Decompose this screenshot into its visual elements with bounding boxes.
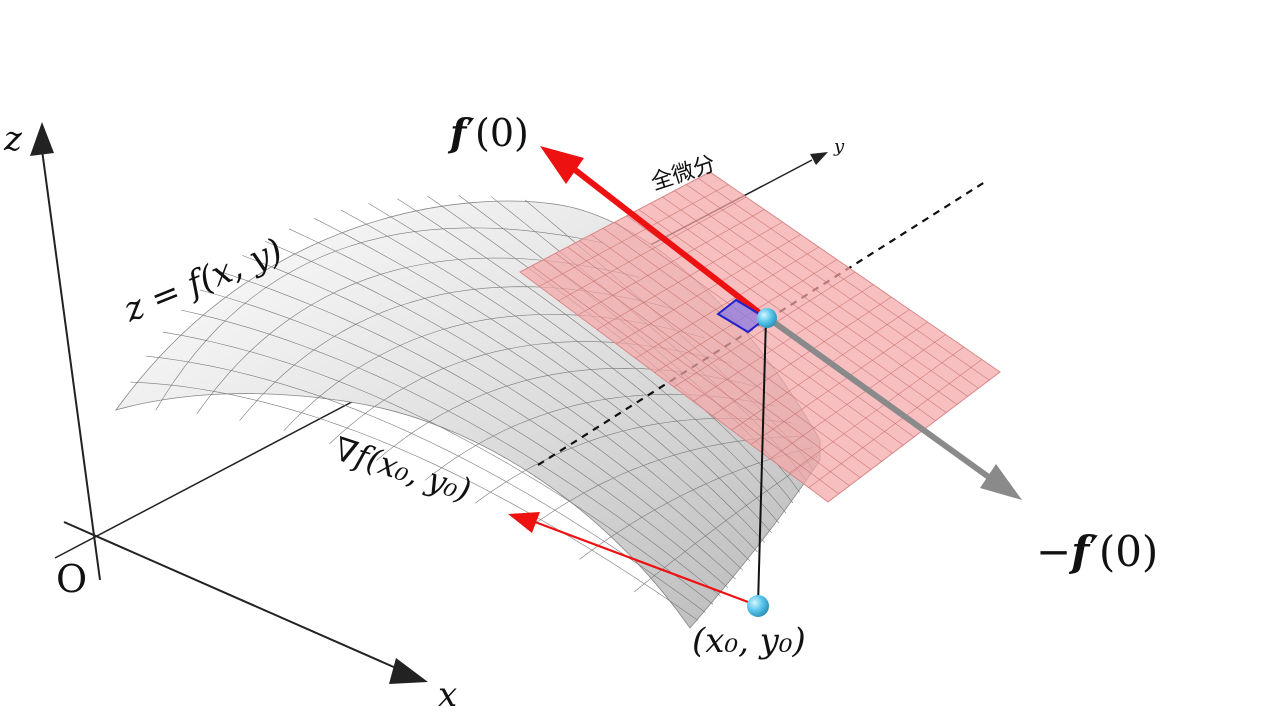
gradient-arrow (508, 512, 749, 604)
plane-grid-line (674, 190, 968, 397)
point-label: (x₀, y₀) (692, 621, 806, 661)
y-axis-arrowhead (810, 152, 828, 165)
plane-grid-line (650, 203, 947, 413)
x-axis-arrowhead (389, 658, 428, 684)
plane-grid-line (712, 296, 892, 416)
neg-fprime-label: −f′(0) (1036, 527, 1158, 576)
z-axis-label: z (3, 119, 23, 159)
y-axis-label: y (833, 136, 845, 157)
fprime-label: f′(0) (447, 110, 529, 155)
surface-grid-line (155, 227, 602, 411)
fprime-arrow (540, 146, 768, 321)
tangent-plane (519, 171, 1001, 503)
plane-grid-line (808, 359, 983, 488)
plane-grid-line (750, 321, 928, 445)
tangent-point (757, 308, 777, 328)
plane-grid-line (673, 271, 856, 388)
surface-grid-line (633, 454, 819, 593)
gradient-label: ∇f(x₀, y₀) (330, 429, 476, 509)
plane-grid-line (686, 184, 979, 389)
x-axis-line (63, 521, 406, 673)
plane-grid-line (697, 178, 990, 381)
plane-grid-line (731, 309, 910, 431)
plane-grid-line (662, 196, 958, 405)
plane-grid-line (693, 284, 874, 402)
base-point (747, 595, 769, 617)
z-axis-arrowhead (30, 122, 54, 156)
origin-label: O (56, 557, 87, 601)
plane-grid-line (770, 334, 946, 460)
x-axis-label: x (438, 675, 457, 715)
z-axis-line (41, 149, 101, 581)
plane-grid-line (638, 209, 936, 421)
vertical-drop-line (757, 317, 767, 606)
plane-grid-line (789, 346, 964, 474)
negative-fprime-arrow (766, 315, 1022, 500)
tangent-plane-patch (519, 171, 1001, 503)
